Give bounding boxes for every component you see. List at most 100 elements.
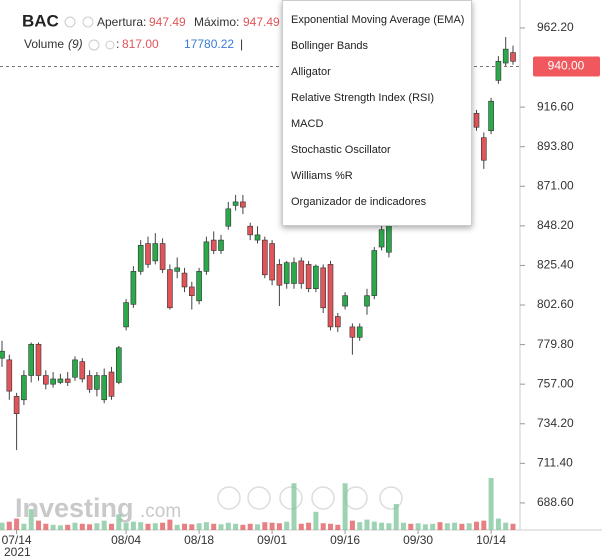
volume-bar xyxy=(510,523,516,530)
candle-body xyxy=(364,295,370,307)
gear-icon[interactable] xyxy=(82,16,94,28)
candle-body xyxy=(510,52,516,62)
menu-item[interactable]: Williams %R xyxy=(291,170,353,182)
x-tick-label: 09/01 xyxy=(257,533,287,547)
candle-body xyxy=(232,201,239,206)
volume-bar xyxy=(196,523,202,530)
candle-body xyxy=(269,243,275,281)
volume-label: Volume xyxy=(24,37,64,51)
volume-bar xyxy=(255,524,260,530)
volume-bar xyxy=(174,524,180,530)
volume-bar xyxy=(269,522,275,530)
y-tick-label: 825.40 xyxy=(537,258,574,272)
menu-item[interactable]: Bollinger Bands xyxy=(291,40,369,52)
menu-item[interactable]: MACD xyxy=(291,118,324,130)
menu-item[interactable]: Relative Strength Index (RSI) xyxy=(291,92,435,104)
candle-body xyxy=(305,264,312,289)
volume-bar xyxy=(371,521,377,530)
open-value: 947.49 xyxy=(149,15,186,29)
watermark-suffix: .com xyxy=(140,501,181,522)
candle-body xyxy=(254,234,261,241)
candle-body xyxy=(320,267,327,309)
volume-bar xyxy=(101,520,107,530)
y-tick-label: 916.60 xyxy=(537,99,574,113)
y-tick-label: 802.60 xyxy=(537,297,574,311)
y-tick-label: 734.20 xyxy=(537,416,574,430)
volume-bar xyxy=(152,523,158,530)
high-value: 947.49 xyxy=(243,15,280,29)
candle-body xyxy=(218,239,224,251)
volume-bar xyxy=(87,524,93,530)
candle-body xyxy=(342,295,348,307)
eye-icon[interactable] xyxy=(88,39,100,51)
candle-body xyxy=(488,100,494,132)
candle-body xyxy=(203,241,210,272)
volume-bar xyxy=(43,523,49,530)
high-label: Máximo: xyxy=(194,15,239,29)
candle-body xyxy=(35,343,42,376)
volume-bar xyxy=(218,524,224,530)
volume-bar xyxy=(247,523,253,530)
toolbar-button[interactable] xyxy=(311,486,335,510)
candle-body xyxy=(261,239,268,276)
toolbar-button[interactable] xyxy=(247,486,271,510)
volume-bar xyxy=(291,483,297,530)
volume-bar xyxy=(160,522,166,530)
volume-bar xyxy=(240,524,246,530)
volume-bar xyxy=(284,521,290,530)
volume-bar xyxy=(6,521,12,530)
volume-bar xyxy=(495,518,501,530)
volume-bar xyxy=(313,511,319,530)
candle-body xyxy=(174,267,180,272)
volume-bar xyxy=(28,509,34,530)
candle-body xyxy=(283,262,290,284)
candle-body xyxy=(196,271,202,302)
candle-body xyxy=(502,48,509,64)
gear-icon[interactable] xyxy=(105,40,115,50)
volume-bar xyxy=(182,523,187,530)
volume-bar xyxy=(276,523,282,530)
volume-bar xyxy=(79,523,85,530)
menu-item[interactable]: Stochastic Oscillator xyxy=(291,144,391,156)
y-tick-label: 871.00 xyxy=(537,178,574,192)
y-tick-label: 962.20 xyxy=(537,20,574,34)
menu-item[interactable]: Exponential Moving Average (EMA) xyxy=(291,14,465,26)
volume-bar xyxy=(145,523,151,530)
eye-icon[interactable] xyxy=(64,16,76,28)
menu-item[interactable]: Alligator xyxy=(291,66,331,78)
menu-item[interactable]: Organizador de indicadores xyxy=(291,196,427,208)
candle-body xyxy=(495,60,502,81)
candle-body xyxy=(378,229,385,248)
volume-bar xyxy=(364,519,370,530)
volume-bar xyxy=(466,523,472,530)
volume-bar xyxy=(386,523,392,530)
candle-body xyxy=(28,343,35,376)
volume-bar xyxy=(379,522,385,530)
volume-bar xyxy=(298,523,304,530)
x-tick-label: 10/14 xyxy=(476,533,506,547)
volume-bar xyxy=(116,514,122,530)
toolbar-button[interactable] xyxy=(379,486,403,510)
candle-body xyxy=(94,375,100,390)
candle-body xyxy=(189,286,195,296)
x-tick-label: 09/30 xyxy=(403,533,433,547)
volume-bar xyxy=(320,523,326,530)
toolbar-button[interactable] xyxy=(279,486,303,510)
volume-bar xyxy=(233,523,239,530)
volume-bar xyxy=(50,524,56,530)
candle-body xyxy=(137,244,144,272)
candle-body xyxy=(21,375,27,401)
indicator-menu: Exponential Moving Average (EMA) Bollinge… xyxy=(282,0,472,226)
volume-bar xyxy=(401,522,406,530)
toolbar-button[interactable] xyxy=(344,486,368,510)
y-tick-label: 757.00 xyxy=(537,376,574,390)
candle-body xyxy=(327,264,334,328)
candle-body xyxy=(57,378,64,383)
x-tick-label: 08/18 xyxy=(184,533,214,547)
candle-body xyxy=(159,243,166,270)
y-tick-label: 893.80 xyxy=(537,139,574,153)
volume-sep: : xyxy=(116,37,119,51)
toolbar-button[interactable] xyxy=(217,486,241,510)
zoom-toolbar xyxy=(217,486,403,510)
